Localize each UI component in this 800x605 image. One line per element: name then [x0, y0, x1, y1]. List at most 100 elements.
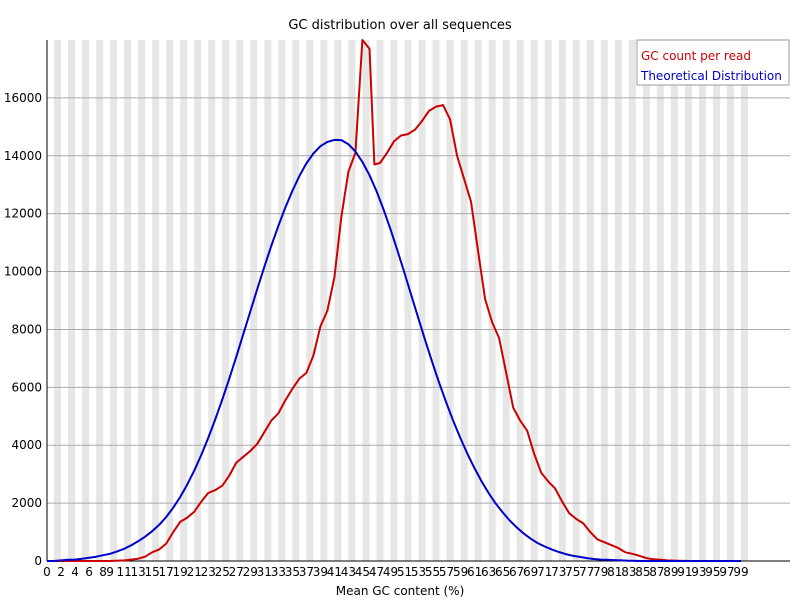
stripe: [208, 40, 216, 561]
x-tick-label: 31: [257, 565, 272, 579]
x-tick-label: 11: [116, 565, 131, 579]
x-tick-label: 91: [677, 565, 692, 579]
stripe: [418, 40, 426, 561]
stripe: [572, 40, 580, 561]
x-tick-label: 85: [635, 565, 650, 579]
x-tick-label: 9: [106, 565, 114, 579]
x-tick-label: 43: [341, 565, 356, 579]
x-tick-label: 0: [43, 565, 51, 579]
x-tick-label: 37: [299, 565, 314, 579]
stripe: [180, 40, 188, 561]
x-tick-label: 39: [313, 565, 328, 579]
stripe: [110, 40, 118, 561]
stripe: [670, 40, 678, 561]
x-tick-label: 97: [719, 565, 734, 579]
x-tick-label: 79: [593, 565, 608, 579]
x-tick-label: 45: [355, 565, 370, 579]
y-tick-label: 0: [34, 554, 42, 568]
x-tick-label: 59: [453, 565, 468, 579]
x-tick-label: 73: [551, 565, 566, 579]
x-tick-label: 15: [145, 565, 160, 579]
stripe: [222, 40, 230, 561]
x-tick-label: 53: [411, 565, 426, 579]
legend-box: [636, 39, 790, 86]
x-tick-label: 65: [495, 565, 510, 579]
x-tick-label: 27: [229, 565, 244, 579]
x-tick-label: 57: [439, 565, 454, 579]
x-tick-label: 25: [215, 565, 230, 579]
x-tick-label: 19: [173, 565, 188, 579]
stripe: [96, 40, 104, 561]
stripe: [68, 40, 76, 561]
x-tick-label: 67: [509, 565, 524, 579]
stripe: [432, 40, 440, 561]
x-tick-label: 23: [201, 565, 216, 579]
x-axis-label: Mean GC content (%): [336, 584, 465, 598]
x-tick-label: 87: [649, 565, 664, 579]
stripe: [264, 40, 272, 561]
stripe: [740, 40, 748, 561]
stripe: [124, 40, 132, 561]
stripe: [726, 40, 734, 561]
stripe: [54, 40, 62, 561]
y-tick-label: 12000: [4, 207, 42, 221]
stripe: [586, 40, 594, 561]
stripe: [530, 40, 538, 561]
y-tick-labels: 0 2000 4000 6000 8000 10000 12000 14000 16000: [4, 91, 42, 568]
stripe: [600, 40, 608, 561]
stripe: [460, 40, 468, 561]
y-tick-label: 2000: [11, 496, 42, 510]
series-line-theoretical: [47, 138, 741, 562]
x-tick-label: 75: [565, 565, 580, 579]
x-tick-label: 29: [243, 565, 258, 579]
x-tick-label: 93: [691, 565, 706, 579]
stripe: [334, 40, 342, 561]
stripe: [194, 40, 202, 561]
stripe: [362, 40, 370, 561]
x-tick-label: 81: [607, 565, 622, 579]
x-tick-label: 63: [481, 565, 496, 579]
stripe: [684, 40, 692, 561]
stripe: [656, 40, 664, 561]
stripe: [138, 40, 146, 561]
x-tick-labels: 0 2 4 6 8 9 1113151719212325272931333537394143…: [43, 565, 748, 579]
series-line-gc-count: [47, 39, 741, 562]
x-tick-label: 83: [621, 565, 636, 579]
stripe: [558, 40, 566, 561]
x-tick-label: 77: [579, 565, 594, 579]
x-tick-label: 2: [57, 565, 65, 579]
stripe: [236, 40, 244, 561]
stripe: [614, 40, 622, 561]
stripe: [404, 40, 412, 561]
x-tick-label: 61: [467, 565, 482, 579]
x-tick-label: 95: [705, 565, 720, 579]
y-tick-label: 14000: [4, 149, 42, 163]
stripe: [516, 40, 524, 561]
y-tick-label: 8000: [11, 322, 42, 336]
x-tick-label: 99: [733, 565, 748, 579]
stripe: [390, 40, 398, 561]
legend-entry-gc-count: GC count per read: [641, 49, 751, 63]
horizontal-gridlines: [47, 97, 790, 504]
stripe: [348, 40, 356, 561]
x-tick-label: 41: [327, 565, 342, 579]
chart-title: GC distribution over all sequences: [288, 18, 512, 33]
stripe: [698, 40, 706, 561]
x-tick-label: 6: [85, 565, 93, 579]
stripe: [320, 40, 328, 561]
background-stripes: [54, 40, 748, 561]
y-tick-label: 6000: [11, 380, 42, 394]
x-tick-label: 21: [187, 565, 202, 579]
x-tick-label: 89: [663, 565, 678, 579]
y-tick-label: 10000: [4, 265, 42, 279]
stripe: [306, 40, 314, 561]
stripe: [278, 40, 286, 561]
x-tick-label: 55: [425, 565, 440, 579]
stripe: [376, 40, 384, 561]
x-tick-label: 69: [523, 565, 538, 579]
stripe: [712, 40, 720, 561]
legend: GC count per read Theoretical Distributi…: [636, 39, 790, 86]
stripe: [82, 40, 90, 561]
stripe: [488, 40, 496, 561]
